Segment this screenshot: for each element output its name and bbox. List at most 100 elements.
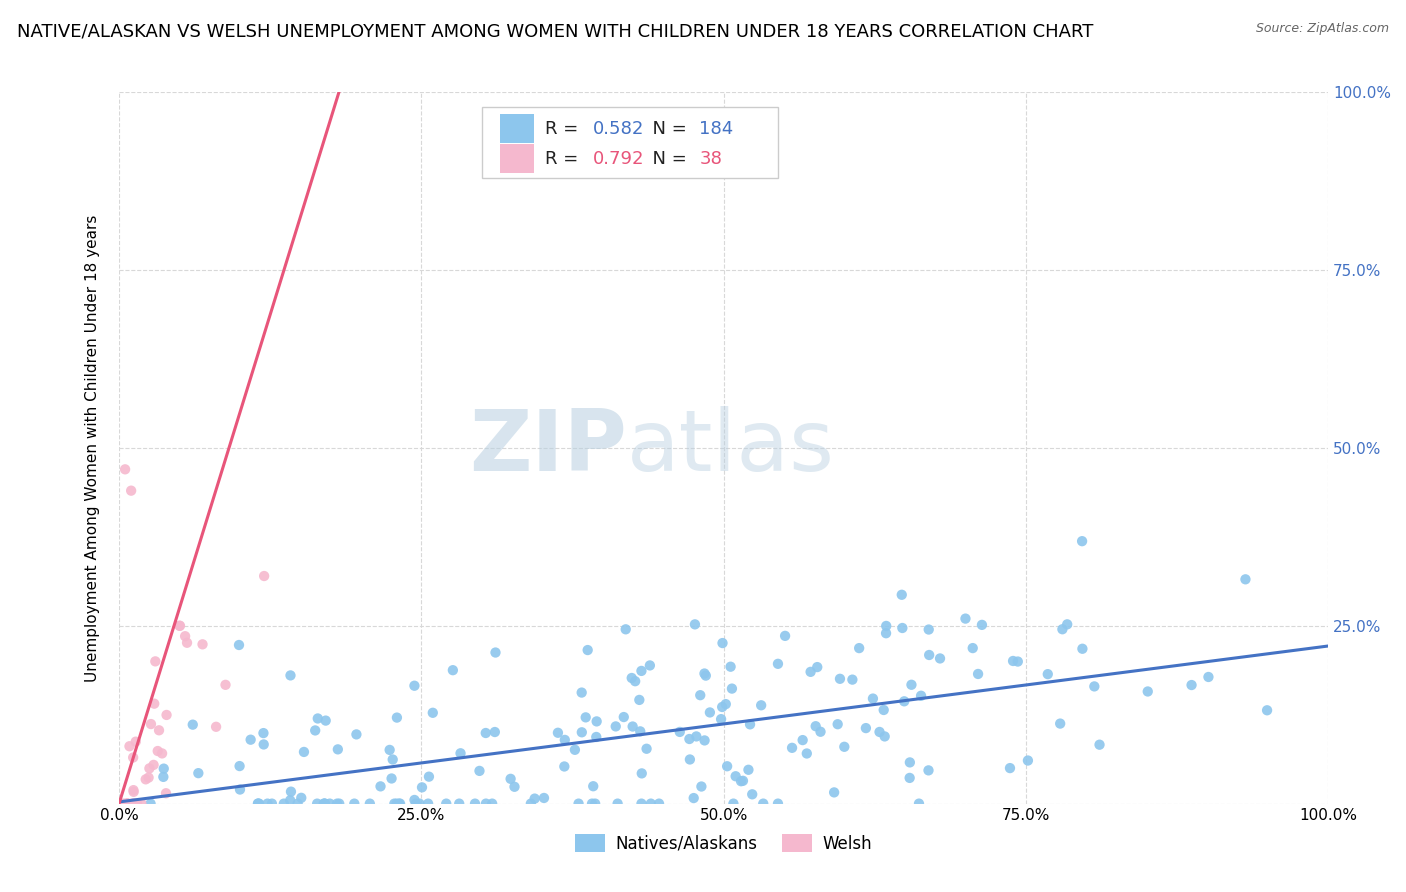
Point xyxy=(752,797,775,811)
Point xyxy=(693,733,716,747)
Point xyxy=(404,793,426,807)
Point xyxy=(155,786,177,800)
Point xyxy=(385,797,408,811)
Point xyxy=(120,483,142,498)
Point xyxy=(191,637,214,651)
Point xyxy=(890,588,912,602)
Point xyxy=(640,797,662,811)
Point xyxy=(146,744,169,758)
Point xyxy=(503,780,526,794)
Point xyxy=(533,791,555,805)
Point xyxy=(893,694,915,708)
Point xyxy=(917,764,939,778)
Point xyxy=(636,741,658,756)
Point xyxy=(606,797,628,811)
Point xyxy=(422,706,444,720)
Point xyxy=(571,725,593,739)
Point xyxy=(724,769,747,783)
Point xyxy=(583,797,606,811)
Point xyxy=(869,725,891,739)
Point xyxy=(214,678,236,692)
Point xyxy=(648,797,671,811)
Point xyxy=(229,782,252,797)
Point xyxy=(118,739,141,754)
Point xyxy=(252,726,274,740)
Point xyxy=(873,703,896,717)
Point xyxy=(780,740,803,755)
Point xyxy=(127,797,149,811)
Point xyxy=(624,674,647,689)
Point xyxy=(738,717,761,731)
Point xyxy=(1071,534,1094,549)
Point xyxy=(150,747,173,761)
Point xyxy=(908,797,931,811)
Point xyxy=(1180,678,1202,692)
Point xyxy=(484,725,506,739)
Point xyxy=(1017,754,1039,768)
Text: 38: 38 xyxy=(699,150,723,168)
Point xyxy=(875,626,897,640)
Point xyxy=(122,750,145,764)
Point xyxy=(280,668,302,682)
Point xyxy=(117,797,139,811)
Point xyxy=(575,710,598,724)
Point xyxy=(312,797,335,811)
Point xyxy=(1007,655,1029,669)
Point xyxy=(553,759,575,773)
Point xyxy=(679,752,702,766)
Point xyxy=(260,797,283,811)
Point xyxy=(749,698,772,713)
Point xyxy=(710,712,733,726)
Text: R =: R = xyxy=(544,120,583,137)
Text: N =: N = xyxy=(641,150,693,168)
Point xyxy=(253,738,276,752)
Point xyxy=(520,797,543,811)
Point xyxy=(112,797,135,811)
Point xyxy=(326,797,349,811)
Point xyxy=(841,673,863,687)
Point xyxy=(475,797,498,811)
Point xyxy=(404,679,426,693)
Point xyxy=(792,733,814,747)
Point xyxy=(319,797,342,811)
Point xyxy=(246,797,269,811)
Point xyxy=(998,761,1021,775)
Text: ZIP: ZIP xyxy=(470,407,627,490)
Point xyxy=(585,714,607,729)
Point xyxy=(434,797,457,811)
Point xyxy=(278,793,301,807)
Point xyxy=(181,717,204,731)
Point xyxy=(628,693,651,707)
Point xyxy=(1036,667,1059,681)
Point xyxy=(699,706,721,720)
Point xyxy=(834,739,856,754)
Point xyxy=(1052,622,1074,636)
Point xyxy=(114,797,136,811)
FancyBboxPatch shape xyxy=(482,106,778,178)
Point xyxy=(247,797,270,811)
Point xyxy=(389,797,412,811)
Point xyxy=(741,787,763,801)
Point xyxy=(139,717,162,731)
Point xyxy=(737,763,759,777)
Point xyxy=(898,771,921,785)
Point xyxy=(381,752,404,766)
Point xyxy=(122,797,145,811)
Point xyxy=(582,779,605,793)
Point xyxy=(564,743,586,757)
Point xyxy=(287,797,309,811)
Point xyxy=(695,668,717,682)
Point xyxy=(228,759,250,773)
Point xyxy=(344,727,367,741)
Point xyxy=(630,664,652,678)
Point xyxy=(174,629,197,643)
Point xyxy=(131,797,153,811)
Point xyxy=(314,797,336,811)
Point xyxy=(247,797,270,811)
Point xyxy=(124,797,146,811)
Point xyxy=(630,766,652,780)
Point xyxy=(1136,684,1159,698)
Point xyxy=(806,660,828,674)
Point xyxy=(290,790,312,805)
Point xyxy=(900,678,922,692)
